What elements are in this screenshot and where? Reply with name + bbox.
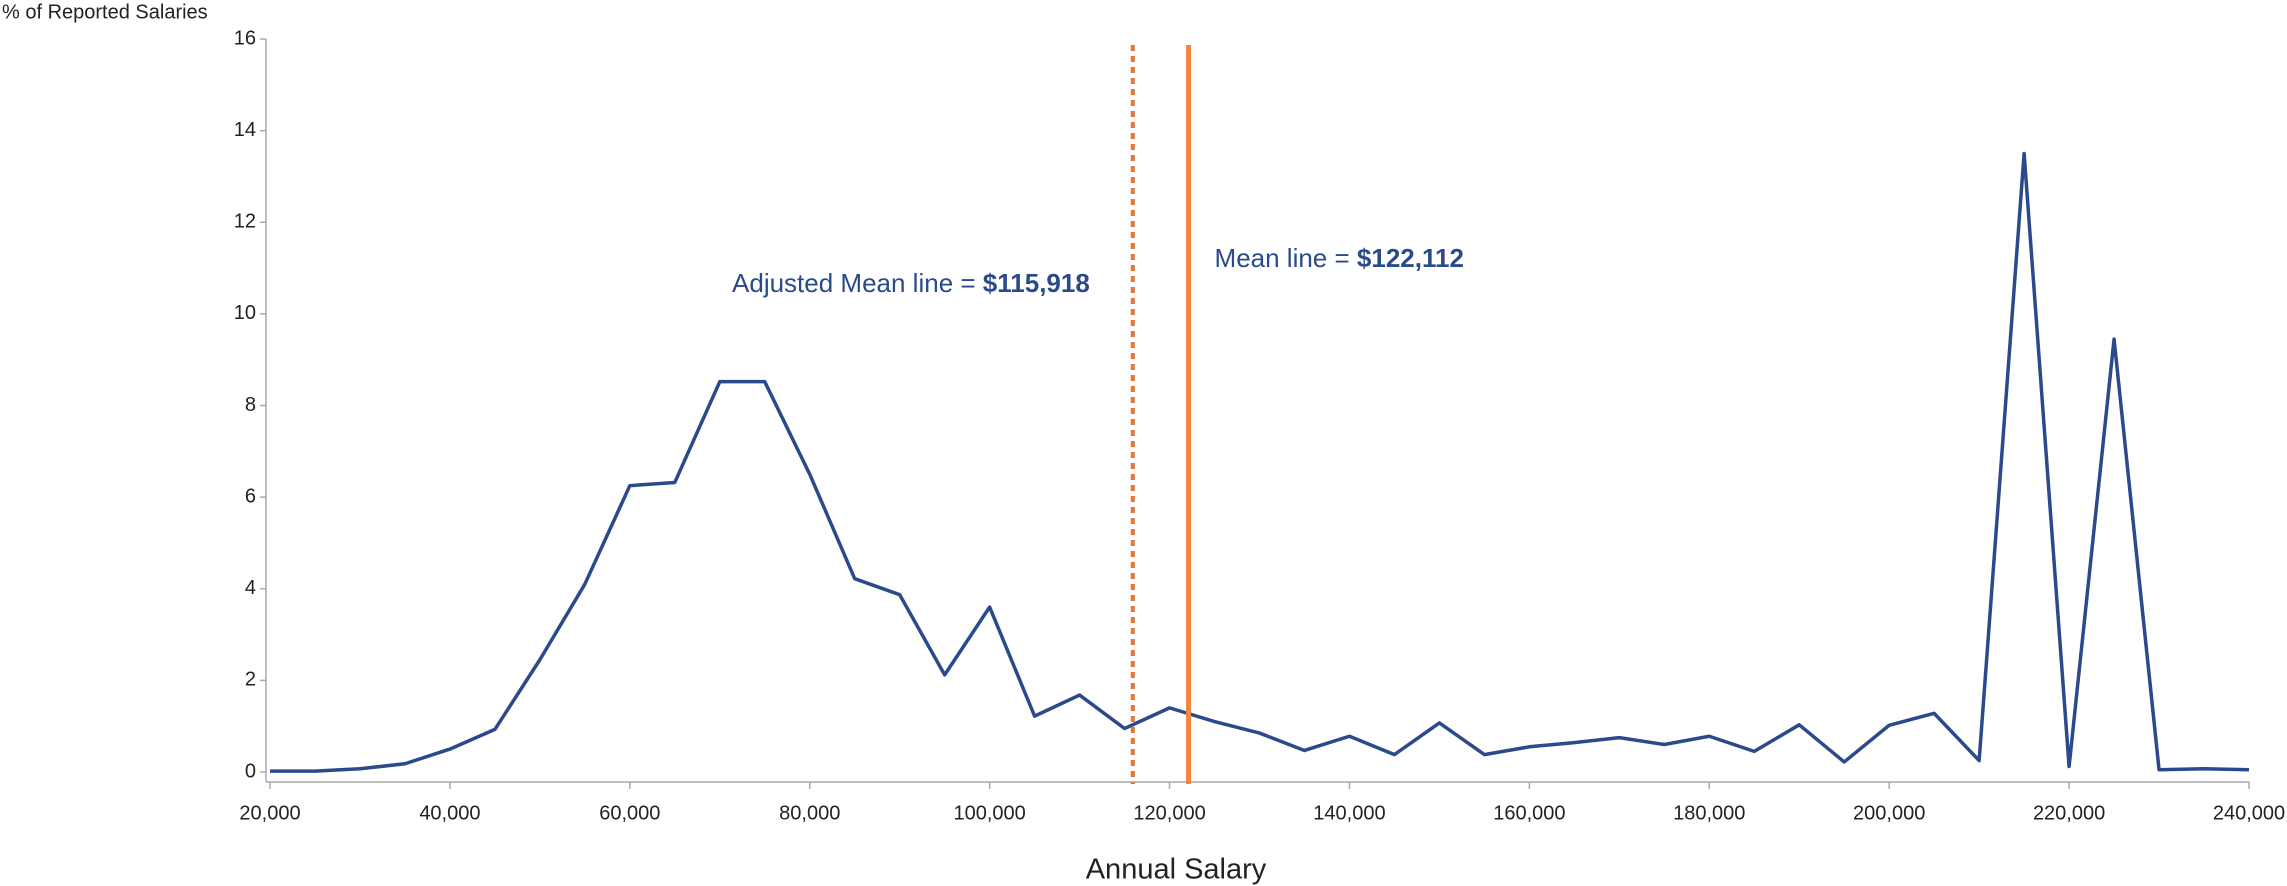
x-tick-label: 160,000 [1493, 802, 1565, 824]
data-line [270, 151, 2250, 773]
y-tick-label: 0 [245, 760, 256, 782]
y-axis-title: % of Reported Salaries [2, 1, 208, 23]
y-tick-label: 2 [245, 669, 256, 691]
x-tick-label: 120,000 [1133, 802, 1205, 824]
x-tick-label: 60,000 [599, 802, 660, 824]
x-tick-label: 220,000 [2033, 802, 2105, 824]
annotation-value: $122,112 [1357, 243, 1464, 273]
y-tick-label: 4 [245, 577, 256, 599]
y-tick-label: 16 [234, 27, 256, 49]
x-tick-label: 40,000 [419, 802, 480, 824]
x-tick-label: 100,000 [953, 802, 1025, 824]
y-tick-label: 12 [234, 211, 256, 233]
x-tick-label: 180,000 [1673, 802, 1745, 824]
x-tick-label: 80,000 [779, 802, 840, 824]
annotation-text: Mean line = [1215, 243, 1357, 273]
x-axis-title: Annual Salary [1086, 854, 1267, 886]
x-tick-label: 20,000 [239, 802, 300, 824]
annotation-value: $115,918 [983, 268, 1090, 298]
y-tick-label: 14 [234, 119, 256, 141]
reference-annotation: Adjusted Mean line = $115,918 [732, 268, 1090, 298]
y-tick-label: 10 [234, 302, 256, 324]
reference-annotation: Mean line = $122,112 [1215, 243, 1464, 273]
y-tick-label: 8 [245, 394, 256, 416]
x-tick-label: 200,000 [1853, 802, 1925, 824]
x-tick-label: 240,000 [2213, 802, 2285, 824]
x-tick-label: 140,000 [1313, 802, 1385, 824]
annotation-text: Adjusted Mean line = [732, 268, 983, 298]
y-tick-label: 6 [245, 485, 256, 507]
